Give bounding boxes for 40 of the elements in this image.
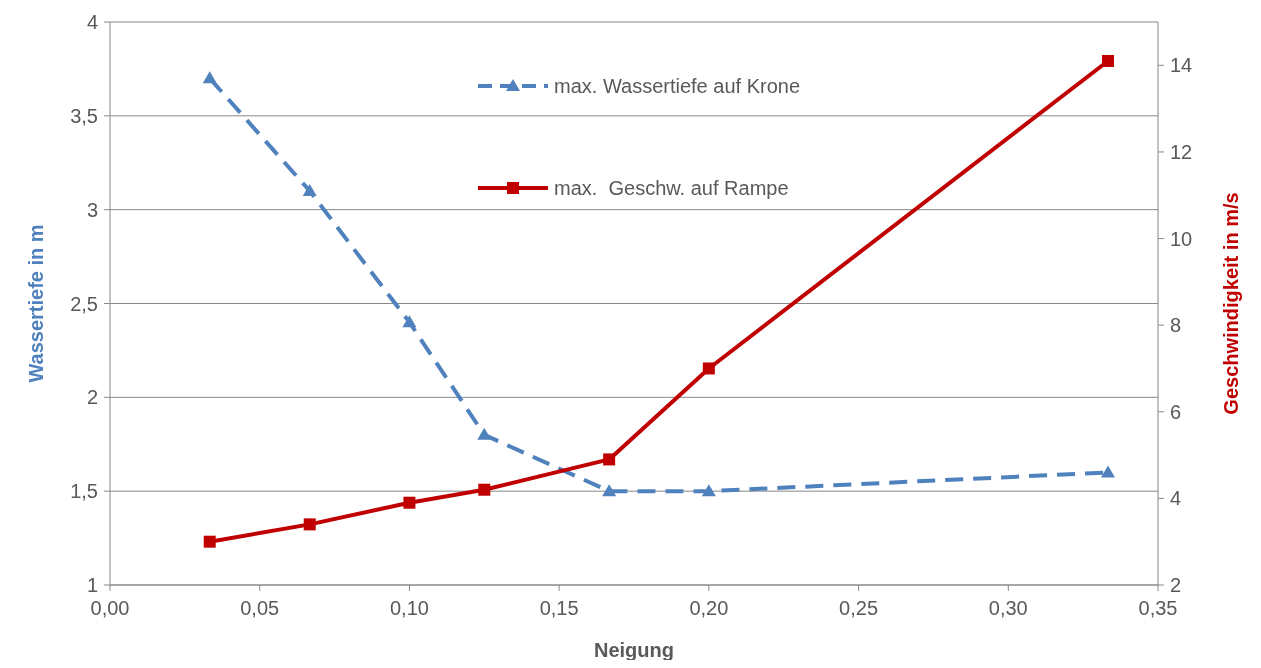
point — [603, 453, 616, 466]
x-tick-label: 0,00 — [90, 597, 130, 619]
y2-tick-label: 6 — [1170, 400, 1182, 423]
y2-tick-label: 4 — [1170, 487, 1182, 510]
y-tick-label: 2,5 — [70, 292, 98, 315]
point — [702, 362, 715, 375]
x-tick-label: 0,30 — [988, 597, 1028, 619]
point — [302, 183, 317, 196]
y-axis-title: Wassertiefe in m — [25, 224, 47, 383]
y2-tick-label: 12 — [1170, 140, 1193, 163]
x-tick-label: 0,20 — [689, 597, 729, 619]
y-tick-label: 2 — [86, 386, 98, 409]
y-tick-label: 1 — [86, 574, 98, 596]
point — [403, 496, 416, 509]
y-tick-label: 4 — [86, 11, 98, 33]
x-tick-label: 0,10 — [389, 597, 429, 619]
legend-label: max. Wassertiefe auf Krone — [554, 75, 801, 97]
y2-tick-label: 2 — [1170, 574, 1182, 596]
legend-label: max. Geschw. auf Rampe — [554, 177, 789, 199]
y-tick-label: 3 — [86, 198, 98, 221]
y2-axis-title: Geschwindigkeit in m/s — [1220, 192, 1242, 415]
point — [1101, 465, 1115, 478]
x-tick-label: 0,25 — [839, 597, 879, 619]
point — [203, 535, 216, 548]
x-tick-label: 0,05 — [240, 597, 280, 619]
point — [478, 483, 491, 496]
y-tick-label: 1,5 — [70, 480, 98, 503]
y2-tick-label: 14 — [1170, 54, 1193, 77]
y2-tick-label: 10 — [1170, 227, 1193, 250]
y-tick-label: 3,5 — [70, 104, 98, 127]
point — [602, 484, 617, 497]
point — [477, 427, 492, 440]
point — [303, 518, 316, 531]
point — [202, 71, 217, 84]
point — [402, 315, 417, 328]
point — [701, 484, 716, 497]
x-tick-label: 0,35 — [1138, 597, 1178, 619]
y2-tick-label: 8 — [1170, 314, 1182, 337]
point — [1102, 54, 1114, 67]
x-tick-label: 0,15 — [539, 597, 579, 619]
